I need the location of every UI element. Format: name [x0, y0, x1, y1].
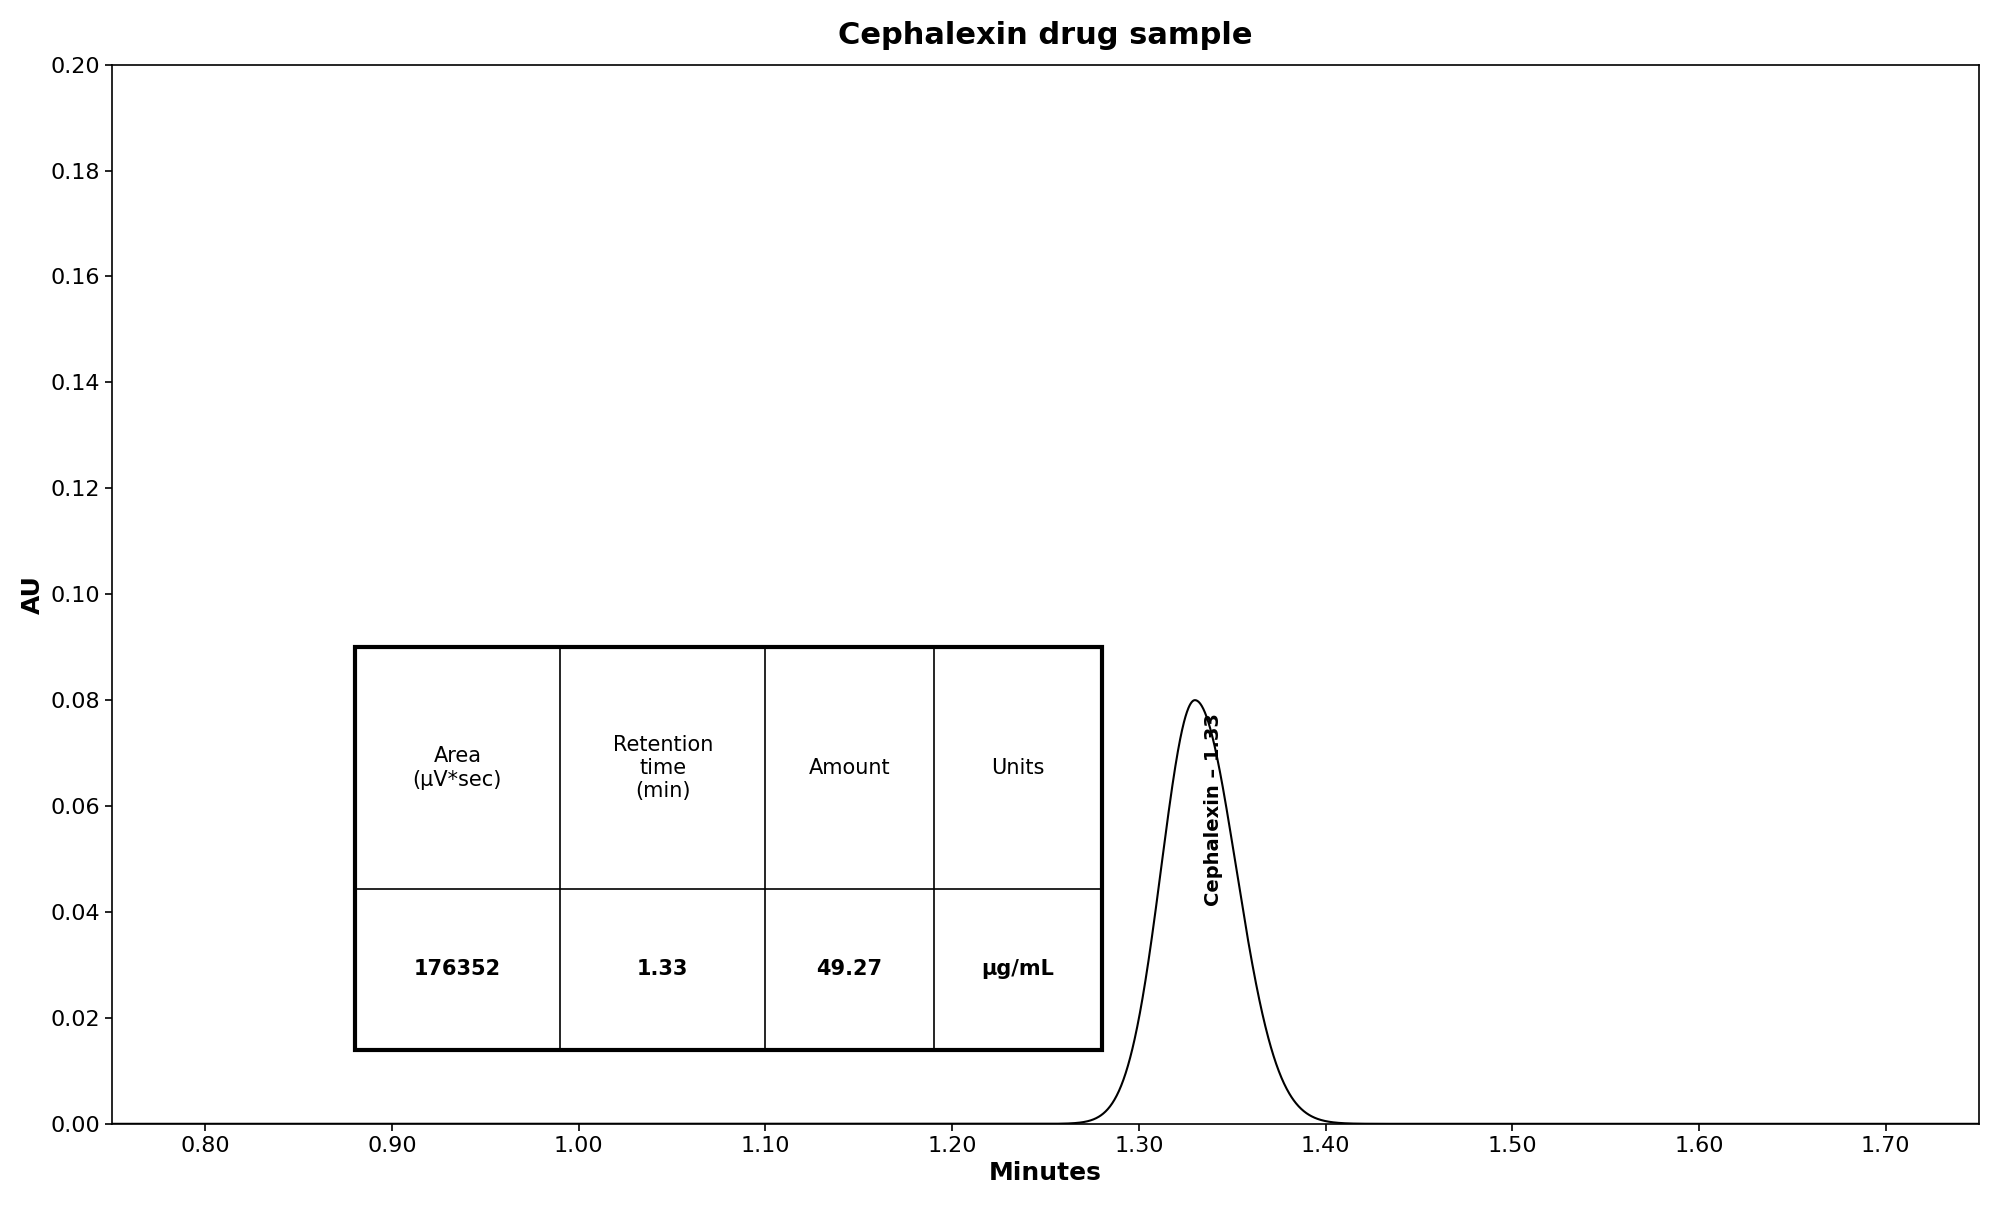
Text: 176352: 176352 [414, 959, 500, 979]
X-axis label: Minutes: Minutes [990, 1161, 1102, 1185]
Text: Retention
time
(min): Retention time (min) [612, 734, 712, 801]
Text: μg/mL: μg/mL [982, 959, 1054, 979]
Bar [354, 648, 1102, 1049]
Y-axis label: AU: AU [20, 575, 44, 614]
Text: Amount: Amount [808, 757, 890, 778]
Text: Cephalexin – 1.33: Cephalexin – 1.33 [1204, 713, 1224, 906]
Text: 49.27: 49.27 [816, 959, 882, 979]
Text: 1.33: 1.33 [638, 959, 688, 979]
Text: Area
(μV*sec): Area (μV*sec) [412, 747, 502, 790]
Text: Units: Units [990, 757, 1044, 778]
Title: Cephalexin drug sample: Cephalexin drug sample [838, 21, 1252, 49]
